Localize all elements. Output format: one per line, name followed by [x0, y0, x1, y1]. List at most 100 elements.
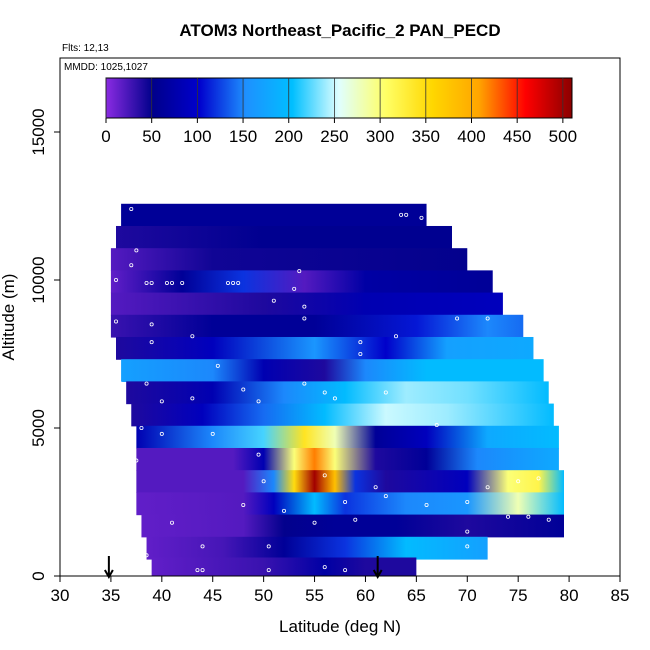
- observation-point: [256, 399, 261, 404]
- heatmap-layer: [121, 203, 427, 227]
- observation-point: [236, 280, 241, 285]
- heatmap-layer: [126, 381, 549, 405]
- observation-point: [353, 517, 358, 522]
- y-tick-label: 10000: [29, 256, 48, 303]
- observation-point: [281, 508, 286, 513]
- observation-point: [419, 215, 424, 220]
- x-tick-label: 40: [152, 586, 171, 605]
- observation-points: [114, 206, 551, 573]
- observation-point: [169, 520, 174, 525]
- observation-point: [215, 363, 220, 368]
- x-tick-label: 50: [254, 586, 273, 605]
- x-tick-label: 80: [560, 586, 579, 605]
- observation-point: [516, 479, 521, 484]
- x-tick-label: 70: [458, 586, 477, 605]
- observation-point: [373, 485, 378, 490]
- observation-point: [424, 502, 429, 507]
- observation-point: [144, 381, 149, 386]
- observation-point: [159, 431, 164, 436]
- observation-point: [393, 334, 398, 339]
- observation-point: [343, 499, 348, 504]
- flight-arrows: [104, 556, 383, 580]
- heatmap-layer: [136, 425, 559, 449]
- date-annotation: MMDD: 1025,1027: [64, 62, 148, 73]
- y-tick-label: 5000: [29, 409, 48, 447]
- observation-point: [297, 269, 302, 274]
- observation-point: [129, 263, 134, 268]
- observation-point: [190, 334, 195, 339]
- observation-point: [546, 517, 551, 522]
- observation-point: [465, 499, 470, 504]
- x-tick-label: 45: [203, 586, 222, 605]
- x-axis-label: Latitude (deg N): [279, 617, 401, 636]
- x-tick-label: 65: [407, 586, 426, 605]
- observation-point: [399, 212, 404, 217]
- observation-point: [231, 280, 236, 285]
- flights-annotation: Flts: 12,13: [62, 43, 109, 54]
- observation-point: [332, 396, 337, 401]
- observation-point: [383, 390, 388, 395]
- heatmap-layer: [110, 292, 503, 316]
- heatmap-layer: [121, 359, 544, 382]
- observation-point: [129, 206, 134, 211]
- observation-point: [241, 387, 246, 392]
- observation-point: [169, 280, 174, 285]
- y-axis: 0 5000 10000 15000: [29, 108, 60, 581]
- heatmap-layer: [110, 248, 468, 271]
- observation-point: [302, 316, 307, 321]
- colorbar-tick-label: 50: [142, 127, 161, 146]
- observation-point: [134, 248, 139, 253]
- observation-point: [358, 340, 363, 345]
- observation-point: [404, 212, 409, 217]
- heatmap-layer: [151, 557, 417, 576]
- x-tick-label: 55: [305, 586, 324, 605]
- colorbar-tick-label: 350: [412, 127, 440, 146]
- observation-point: [256, 452, 261, 457]
- heatmap-layer: [141, 514, 565, 538]
- observation-point: [465, 529, 470, 534]
- heatmap-layer: [136, 470, 564, 493]
- observation-point: [114, 319, 119, 324]
- chart-title: ATOM3 Northeast_Pacific_2 PAN_PECD: [179, 21, 500, 40]
- heatmap-layer: [136, 492, 564, 516]
- observation-point: [149, 280, 154, 285]
- observation-point: [536, 476, 541, 481]
- observation-point: [485, 316, 490, 321]
- observation-point: [383, 494, 388, 499]
- observation-point: [302, 304, 307, 309]
- colorbar-tick-label: 200: [275, 127, 303, 146]
- observation-point: [526, 514, 531, 519]
- colorbar-tick-label: 450: [503, 127, 531, 146]
- observation-point: [134, 458, 139, 463]
- flight-arrow: [372, 556, 383, 580]
- colorbar-ramp: [105, 77, 573, 119]
- observation-point: [190, 396, 195, 401]
- observation-point: [465, 544, 470, 549]
- observation-point: [144, 280, 149, 285]
- observation-point: [200, 568, 205, 573]
- observation-point: [322, 565, 327, 570]
- colorbar-tick-label: 0: [101, 127, 110, 146]
- observation-point: [322, 473, 327, 478]
- colorbar-tick-label: 150: [229, 127, 257, 146]
- observation-point: [200, 544, 205, 549]
- heatmap-layer: [116, 225, 452, 249]
- observation-point: [261, 479, 266, 484]
- observation-point: [164, 280, 169, 285]
- x-tick-label: 60: [356, 586, 375, 605]
- observation-point: [455, 316, 460, 321]
- observation-point: [149, 340, 154, 345]
- flight-arrow: [104, 556, 114, 580]
- plot-frame: [59, 57, 621, 577]
- observation-point: [271, 298, 276, 303]
- observation-point: [292, 286, 297, 291]
- observation-point: [114, 277, 119, 282]
- heatmap-layers: [110, 203, 565, 576]
- colorbar-tick-label: 400: [457, 127, 485, 146]
- observation-point: [266, 568, 271, 573]
- x-tick-label: 85: [611, 586, 630, 605]
- y-tick-label: 15000: [29, 108, 48, 155]
- observation-point: [343, 568, 348, 573]
- x-tick-label: 35: [101, 586, 120, 605]
- observation-point: [139, 425, 144, 430]
